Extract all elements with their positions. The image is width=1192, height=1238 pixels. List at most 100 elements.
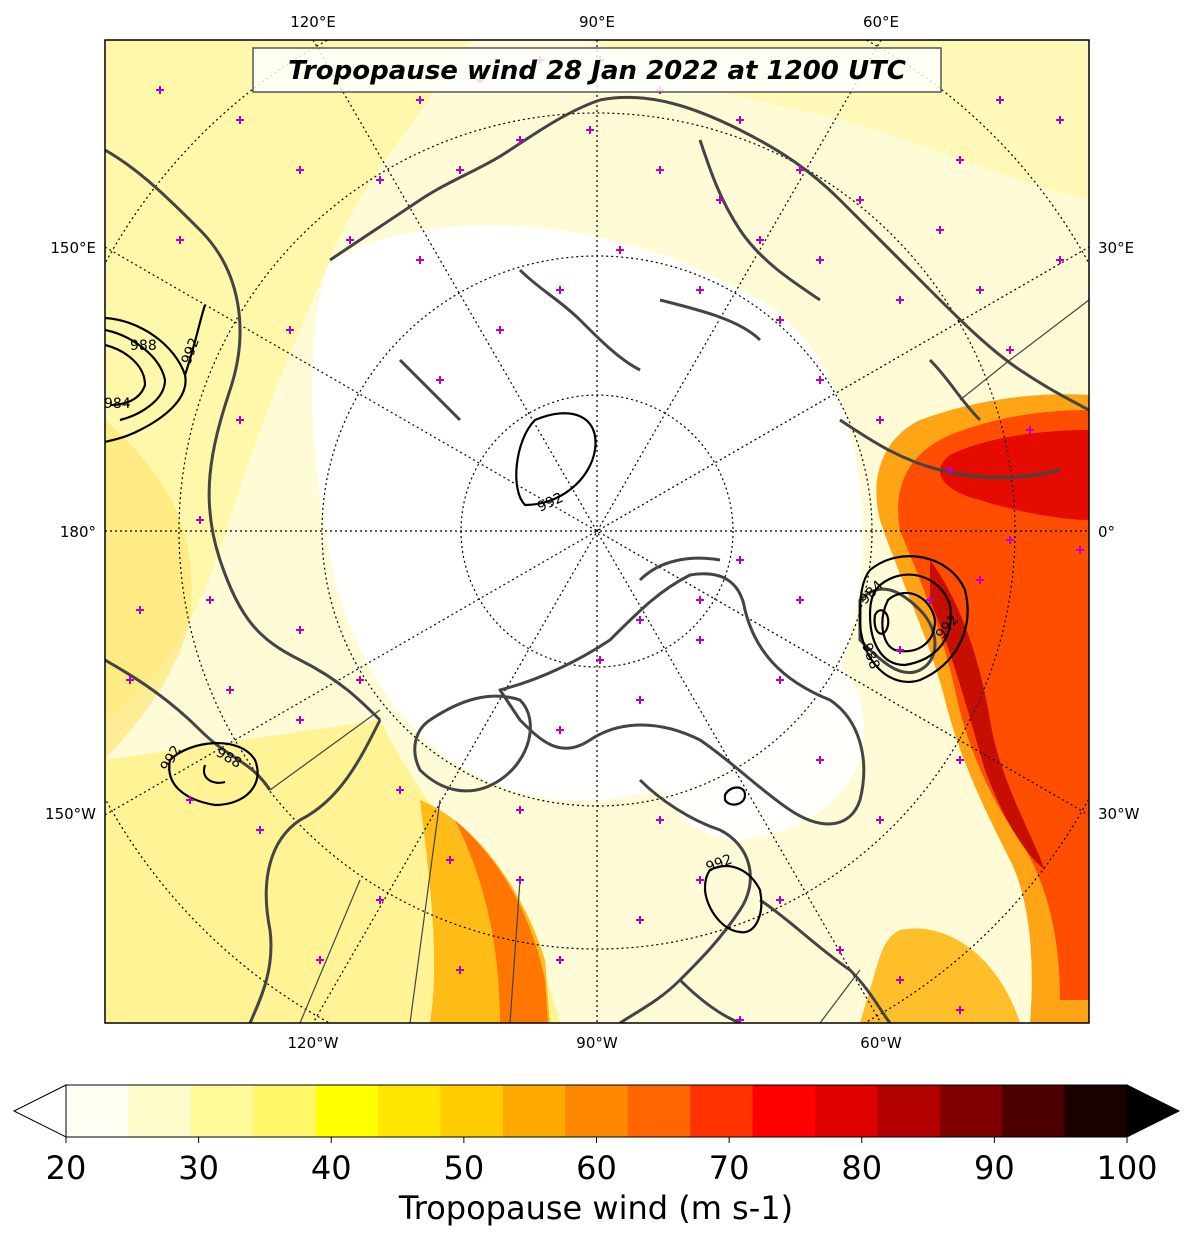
station-marker-icon: [816, 376, 824, 384]
station-marker-icon: [516, 806, 524, 814]
lon-label-bottom: 90°W: [576, 1034, 618, 1052]
colorbar-tick-label: 70: [709, 1149, 750, 1187]
station-marker-icon: [1006, 536, 1014, 544]
station-marker-icon: [1006, 346, 1014, 354]
station-marker-icon: [586, 126, 594, 134]
station-marker-icon: [416, 96, 424, 104]
lon-label-top: 90°E: [579, 13, 615, 31]
colorbar-max-extend: [1126, 1084, 1181, 1138]
colorbar-segment: [440, 1085, 504, 1137]
lon-label-top: 60°E: [863, 13, 899, 31]
station-marker-icon: [226, 686, 234, 694]
station-marker-icon: [776, 316, 784, 324]
station-marker-icon: [436, 376, 444, 384]
colorbar-segment: [1064, 1085, 1128, 1137]
colorbar-tick-label: 40: [311, 1149, 352, 1187]
graticule-lines: [105, 40, 1089, 1023]
station-marker-icon: [956, 156, 964, 164]
station-marker-icon: [126, 676, 134, 684]
station-marker-icon: [896, 296, 904, 304]
station-marker-icon: [356, 676, 364, 684]
coastlines: [105, 95, 1089, 1023]
lon-label-top: 120°E: [290, 13, 336, 31]
station-marker-icon: [816, 256, 824, 264]
station-marker-icon: [976, 286, 984, 294]
colorbar-min-extend: [12, 1084, 67, 1138]
station-marker-icon: [496, 326, 504, 334]
station-marker-icon: [616, 246, 624, 254]
station-marker-icon: [556, 956, 564, 964]
colorbar-label: Tropopause wind (m s-1): [398, 1189, 793, 1227]
station-marker-icon: [736, 556, 744, 564]
station-marker-icon: [736, 116, 744, 124]
station-marker-icon: [206, 596, 214, 604]
station-marker-icon: [636, 696, 644, 704]
colorbar-segment: [190, 1085, 254, 1137]
station-marker-icon: [286, 326, 294, 334]
station-marker-icon: [1076, 546, 1084, 554]
station-marker-icon: [176, 236, 184, 244]
station-marker-icon: [516, 136, 524, 144]
station-marker-icon: [556, 286, 564, 294]
lon-label-left: 180°: [60, 523, 96, 541]
station-marker-icon: [136, 606, 144, 614]
station-marker-icon: [776, 676, 784, 684]
station-marker-icon: [296, 626, 304, 634]
station-marker-icon: [516, 876, 524, 884]
pressure-contours: [105, 304, 969, 934]
title-box: [252, 47, 942, 93]
colorbar-tick-label: 20: [46, 1149, 87, 1187]
wind-field: [105, 40, 1089, 1023]
contour-label: 984: [104, 396, 131, 412]
station-marker-icon: [346, 236, 354, 244]
station-marker-icon: [1056, 256, 1064, 264]
borders: [269, 299, 1089, 1023]
station-marker-icon: [756, 236, 764, 244]
station-marker-icon: [836, 946, 844, 954]
lon-label-bottom: 120°W: [288, 1034, 339, 1052]
colorbar-tick-label: 50: [444, 1149, 485, 1187]
colorbar-tick-label: 60: [576, 1149, 617, 1187]
station-marker-icon: [896, 976, 904, 984]
station-marker-icon: [796, 166, 804, 174]
colorbar-segment: [502, 1085, 566, 1137]
colorbar-segment: [378, 1085, 441, 1137]
station-marker-icon: [956, 1006, 964, 1014]
station-marker-icon: [696, 636, 704, 644]
colorbar-tick-label: 100: [1096, 1149, 1157, 1187]
station-marker-icon: [316, 956, 324, 964]
station-marker-icon: [796, 596, 804, 604]
colorbar-segment: [814, 1085, 878, 1137]
map-title: Tropopause wind 28 Jan 2022 at 1200 UTC: [288, 56, 906, 86]
station-marker-icon: [896, 646, 904, 654]
station-marker-icon: [876, 816, 884, 824]
station-marker-icon: [376, 176, 384, 184]
station-marker-icon: [446, 856, 454, 864]
colorbar-tick-label: 30: [178, 1149, 219, 1187]
station-marker-icon: [186, 796, 194, 804]
station-marker-icon: [416, 256, 424, 264]
station-marker-icon: [196, 516, 204, 524]
colorbar-segment: [315, 1085, 379, 1137]
colorbar: 20 30 40 50 60 70 80 90 100 Tropopause wind (m s…: [12, 1084, 1181, 1227]
station-marker-icon: [156, 86, 164, 94]
colorbar-tick-label: 90: [974, 1149, 1015, 1187]
station-marker-icon: [926, 596, 934, 604]
station-marker-icon: [696, 596, 704, 604]
lon-label-left: 150°E: [50, 239, 96, 257]
station-marker-icon: [656, 166, 664, 174]
station-marker-icon: [876, 416, 884, 424]
station-marker-icon: [236, 416, 244, 424]
lon-label-right: 0°: [1098, 523, 1115, 541]
colorbar-segment: [627, 1085, 691, 1137]
station-marker-icon: [556, 726, 564, 734]
lon-label-left: 150°W: [45, 805, 96, 823]
station-marker-icon: [376, 896, 384, 904]
lon-label-bottom: 60°W: [860, 1034, 902, 1052]
lon-label-right: 30°E: [1098, 239, 1134, 257]
lon-label-right: 30°W: [1098, 805, 1140, 823]
graticule-labels: 120°E 90°E 60°E 120°W 90°W 60°W 150°E 18…: [45, 13, 1140, 1052]
station-marker-icon: [716, 196, 724, 204]
station-marker-icon: [396, 786, 404, 794]
